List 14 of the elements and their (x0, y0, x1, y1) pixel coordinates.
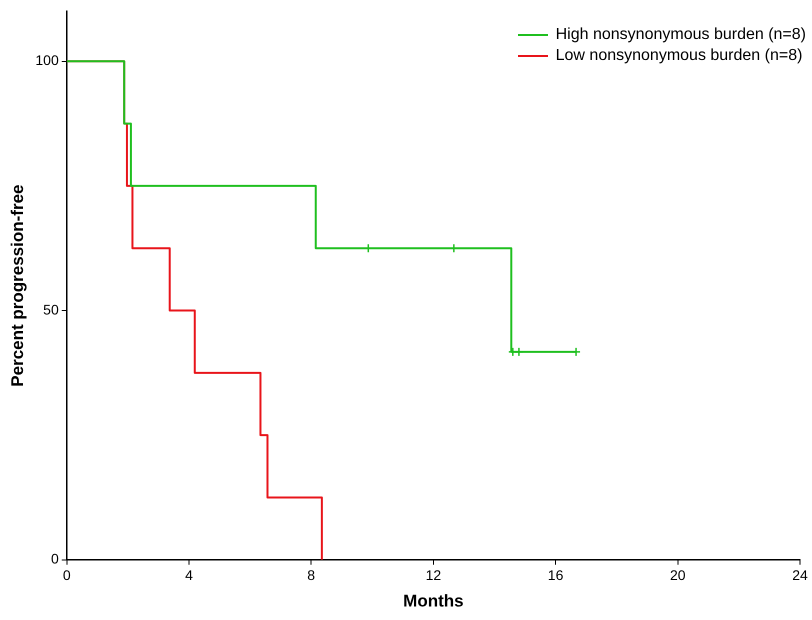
x-tick-label: 0 (62, 567, 71, 584)
legend-label: High nonsynonymous burden (n=8) (556, 26, 806, 44)
y-tick-label: 50 (43, 301, 59, 318)
x-tick-label: 24 (792, 567, 808, 584)
legend-label: Low nonsynonymous burden (n=8) (556, 47, 802, 65)
x-tick-label: 16 (548, 567, 564, 584)
x-tick-label: 8 (307, 567, 316, 584)
y-tick-label: 0 (50, 550, 59, 567)
y-axis-title: Percent progression-free (8, 184, 27, 387)
x-tick-label: 20 (670, 567, 686, 584)
x-tick-label: 12 (426, 567, 442, 584)
y-tick-label: 100 (35, 52, 59, 68)
x-axis-title: Months (403, 591, 464, 610)
x-tick-label: 4 (185, 567, 194, 584)
